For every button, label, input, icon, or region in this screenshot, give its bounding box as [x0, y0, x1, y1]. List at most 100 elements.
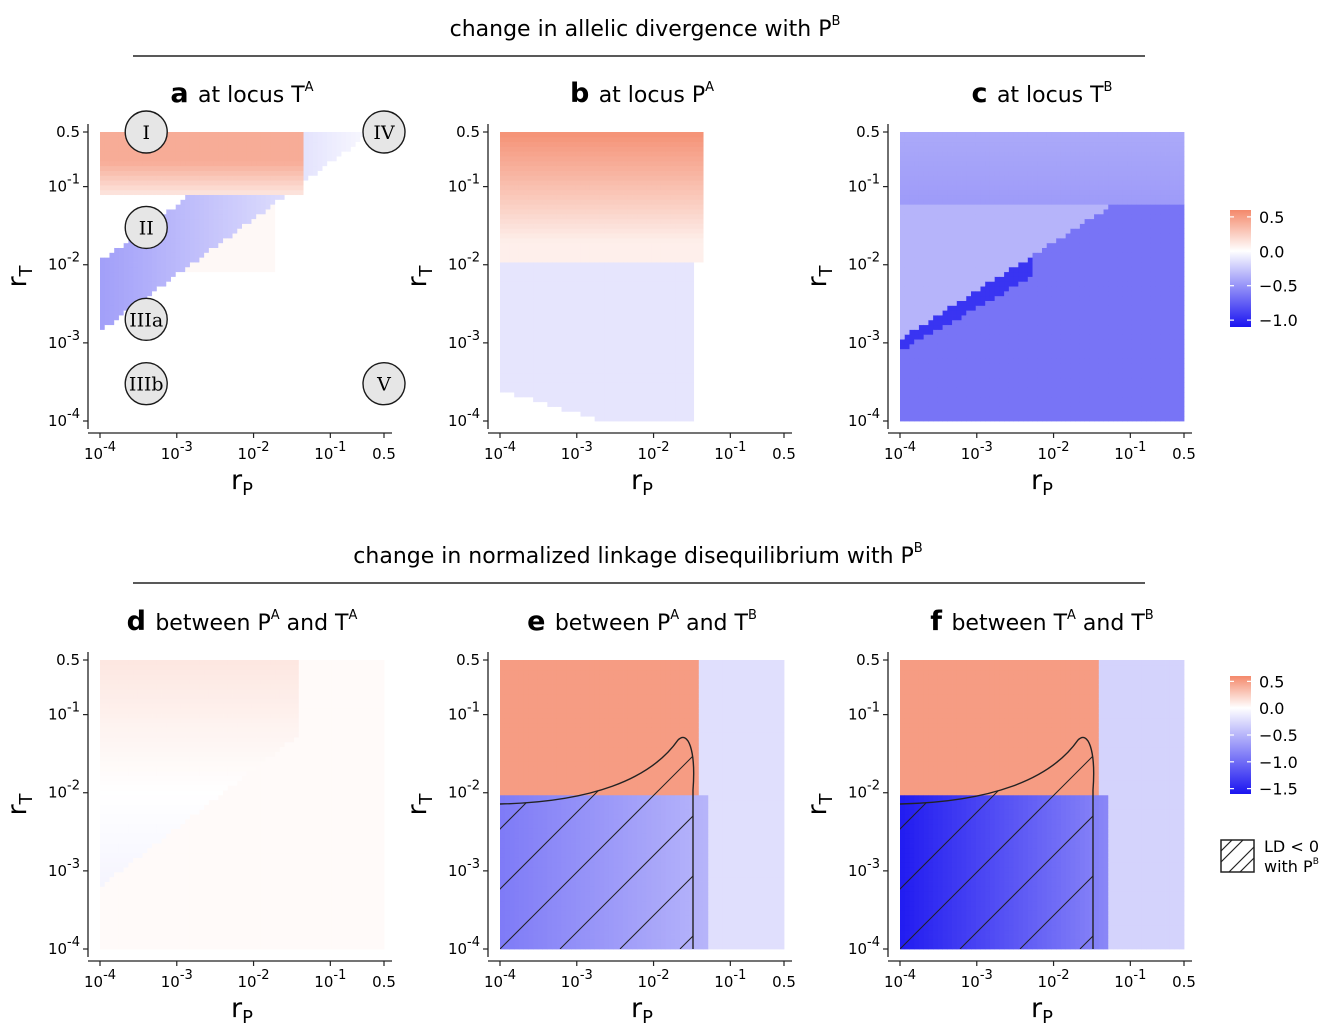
heat-cell	[227, 151, 233, 157]
heat-cell	[147, 199, 153, 205]
heat-cell	[147, 339, 153, 345]
heat-cell	[308, 310, 314, 316]
heat-cell	[504, 228, 510, 234]
heat-cell	[123, 151, 129, 157]
heat-cell	[227, 170, 233, 176]
heat-cell	[279, 199, 285, 205]
heat-cell	[218, 209, 224, 215]
heat-cell	[327, 300, 333, 306]
heat-cell	[279, 175, 285, 181]
heat-cell	[599, 324, 605, 330]
heat-cell	[256, 281, 262, 287]
heat-cell	[104, 233, 110, 239]
heat-cell	[537, 199, 543, 205]
heat-cell	[589, 324, 596, 330]
heat-cell	[180, 218, 186, 224]
heat-cell	[580, 310, 586, 316]
heat-cell	[533, 411, 539, 417]
heat-cell	[251, 396, 257, 403]
heat-cell	[279, 334, 285, 340]
heat-cell	[109, 353, 115, 359]
heat-cell	[561, 242, 567, 248]
heat-cell	[185, 252, 191, 258]
heat-cell	[289, 262, 295, 268]
heat-cell	[260, 228, 267, 234]
heat-cell	[346, 324, 352, 330]
heat-cell	[114, 315, 120, 321]
heat-cell	[331, 324, 338, 330]
heat-cell	[251, 233, 257, 239]
heat-cell	[175, 401, 181, 407]
heat-cell	[575, 276, 581, 282]
heat-cell	[242, 247, 248, 253]
heat-cell	[227, 209, 233, 215]
heat-cell	[542, 242, 548, 248]
heat-cell	[533, 233, 539, 239]
heat-cell	[331, 223, 338, 229]
heat-cell	[604, 242, 610, 248]
heat-cell	[504, 165, 510, 171]
heat-cell	[360, 281, 366, 287]
heat-cell	[208, 165, 214, 171]
heat-cell	[341, 300, 347, 306]
heat-cell	[523, 151, 529, 157]
section-title-bottom: change in normalized linkage disequilibr…	[353, 541, 922, 569]
heat-cell	[542, 368, 548, 374]
heat-cell	[360, 271, 366, 277]
heat-cell	[542, 223, 548, 229]
heat-cell	[218, 146, 224, 152]
heat-cell	[275, 228, 281, 234]
heat-cell	[189, 343, 196, 350]
heat-cell	[322, 305, 328, 311]
heat-cell	[374, 266, 380, 273]
heat-cell	[500, 353, 506, 359]
heat-cell	[166, 363, 172, 369]
heat-cell	[137, 199, 143, 205]
heat-cell	[317, 242, 323, 248]
heat-cell	[556, 315, 562, 321]
heat-cell	[270, 387, 276, 393]
heat-cell	[504, 204, 510, 210]
heat-cell	[523, 406, 529, 412]
heat-cell	[114, 199, 120, 205]
heat-cell	[355, 401, 361, 407]
heat-cell	[260, 204, 267, 210]
heat-cell	[575, 237, 581, 244]
heat-cell	[161, 252, 167, 258]
heat-cell	[213, 218, 219, 224]
heat-cell	[327, 396, 333, 403]
heat-cell	[575, 329, 581, 335]
heat-cell	[566, 372, 572, 379]
heat-cell	[518, 199, 525, 205]
heat-cell	[227, 252, 233, 258]
heat-cell	[298, 237, 304, 244]
heat-cell	[104, 146, 110, 152]
heat-cell	[571, 372, 577, 379]
heat-cell	[104, 184, 110, 191]
heat-cell	[175, 242, 181, 248]
heat-cell	[341, 372, 347, 379]
heat-cell	[227, 132, 233, 138]
heat-cell	[561, 175, 567, 181]
heat-cell	[265, 199, 271, 205]
heat-cell	[504, 266, 510, 273]
heat-cell	[185, 271, 191, 277]
heat-cell	[542, 160, 548, 167]
heat-cell	[171, 305, 177, 311]
heat-cell	[242, 156, 248, 162]
heat-cell	[246, 184, 252, 191]
heat-cell	[331, 276, 338, 282]
heat-cell	[223, 160, 229, 167]
heat-cell	[575, 184, 581, 191]
heat-cell	[109, 237, 115, 244]
heat-cell	[594, 170, 600, 176]
heat-cell	[322, 334, 328, 340]
heat-cell	[256, 180, 262, 186]
heat-cell	[237, 132, 243, 138]
heat-cell	[589, 146, 596, 152]
heat-cell	[161, 339, 167, 345]
heat-cell	[242, 271, 248, 277]
heat-cell	[109, 406, 115, 412]
heat-cell	[509, 411, 515, 417]
heat-cell	[500, 334, 506, 340]
